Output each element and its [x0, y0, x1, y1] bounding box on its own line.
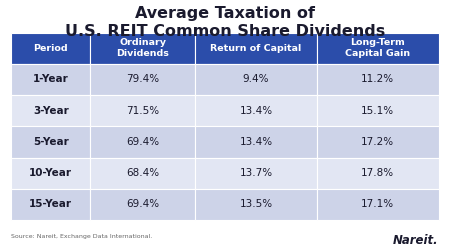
Bar — [317, 32, 439, 64]
Bar — [317, 95, 439, 126]
Bar — [11, 126, 90, 158]
Bar — [317, 64, 439, 95]
Text: 13.4%: 13.4% — [239, 106, 273, 116]
Bar — [195, 126, 317, 158]
Bar — [195, 32, 317, 64]
Text: 13.5%: 13.5% — [239, 200, 273, 209]
Bar — [90, 64, 195, 95]
Text: 71.5%: 71.5% — [126, 106, 159, 116]
Bar — [195, 158, 317, 189]
Text: 3-Year: 3-Year — [33, 106, 69, 116]
Text: 1-Year: 1-Year — [33, 74, 69, 85]
Text: 17.2%: 17.2% — [361, 137, 394, 147]
Bar — [11, 189, 90, 220]
Text: 15-Year: 15-Year — [29, 200, 72, 209]
Text: 10-Year: 10-Year — [29, 168, 72, 178]
Bar — [90, 189, 195, 220]
Bar — [195, 95, 317, 126]
Text: Nareit.: Nareit. — [393, 234, 439, 246]
Text: Return of Capital: Return of Capital — [210, 44, 302, 53]
Bar — [90, 158, 195, 189]
Bar — [195, 189, 317, 220]
Text: 13.4%: 13.4% — [239, 137, 273, 147]
Bar — [11, 32, 90, 64]
Text: 68.4%: 68.4% — [126, 168, 159, 178]
Bar — [90, 32, 195, 64]
Bar — [90, 95, 195, 126]
Text: 69.4%: 69.4% — [126, 200, 159, 209]
Text: 5-Year: 5-Year — [33, 137, 69, 147]
Bar — [317, 158, 439, 189]
Bar — [317, 189, 439, 220]
Text: 9.4%: 9.4% — [243, 74, 269, 85]
Bar — [195, 64, 317, 95]
Text: 79.4%: 79.4% — [126, 74, 159, 85]
Text: Long-Term
Capital Gain: Long-Term Capital Gain — [345, 38, 410, 58]
Text: 17.1%: 17.1% — [361, 200, 394, 209]
Text: 13.7%: 13.7% — [239, 168, 273, 178]
Bar — [90, 126, 195, 158]
Bar — [317, 126, 439, 158]
Text: Source: Nareit, Exchange Data International.: Source: Nareit, Exchange Data Internatio… — [11, 234, 153, 239]
Bar — [11, 95, 90, 126]
Bar — [11, 64, 90, 95]
Text: 69.4%: 69.4% — [126, 137, 159, 147]
Bar — [11, 158, 90, 189]
Text: Average Taxation of
U.S. REIT Common Share Dividends: Average Taxation of U.S. REIT Common Sha… — [65, 6, 385, 39]
Text: 11.2%: 11.2% — [361, 74, 394, 85]
Text: Ordinary
Dividends: Ordinary Dividends — [116, 38, 169, 58]
Text: 15.1%: 15.1% — [361, 106, 394, 116]
Text: 17.8%: 17.8% — [361, 168, 394, 178]
Text: Period: Period — [33, 44, 68, 53]
